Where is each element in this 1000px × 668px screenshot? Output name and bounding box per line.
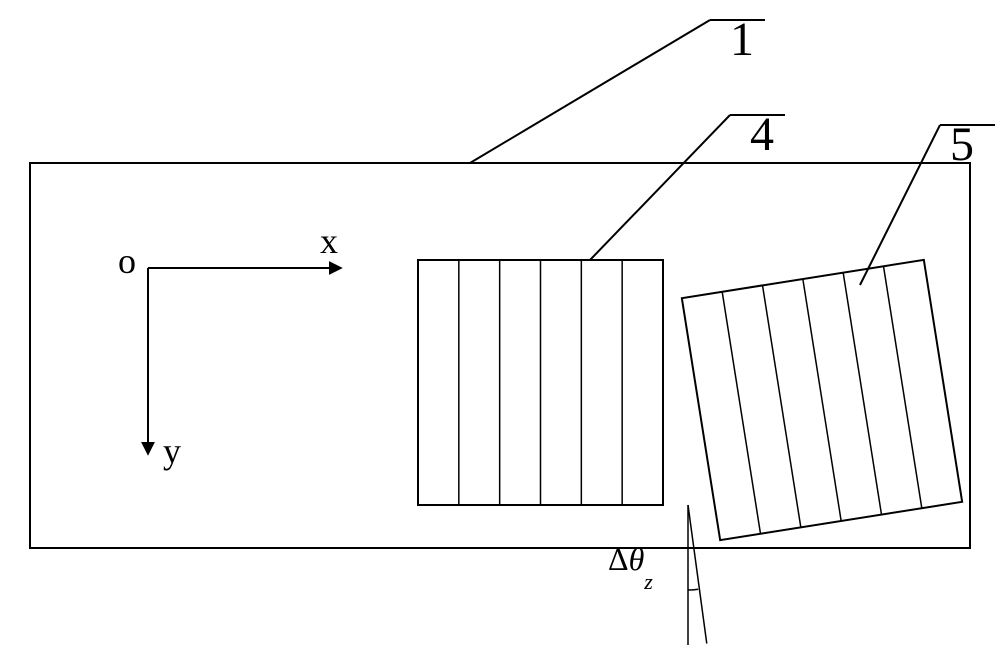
y-label: y (163, 431, 181, 471)
x-label: x (320, 221, 338, 261)
leader-5-label: 5 (950, 118, 974, 171)
angle-delta-theta-z: Δθz (608, 505, 707, 645)
leader-1: 1 (470, 13, 765, 163)
leader-4-label: 4 (750, 108, 774, 161)
origin-label: o (118, 241, 136, 281)
block-5 (682, 260, 962, 540)
leader-4: 4 (590, 108, 785, 260)
leader-1-label: 1 (730, 13, 754, 66)
leader-5: 5 (860, 118, 995, 285)
block-4 (418, 260, 663, 505)
